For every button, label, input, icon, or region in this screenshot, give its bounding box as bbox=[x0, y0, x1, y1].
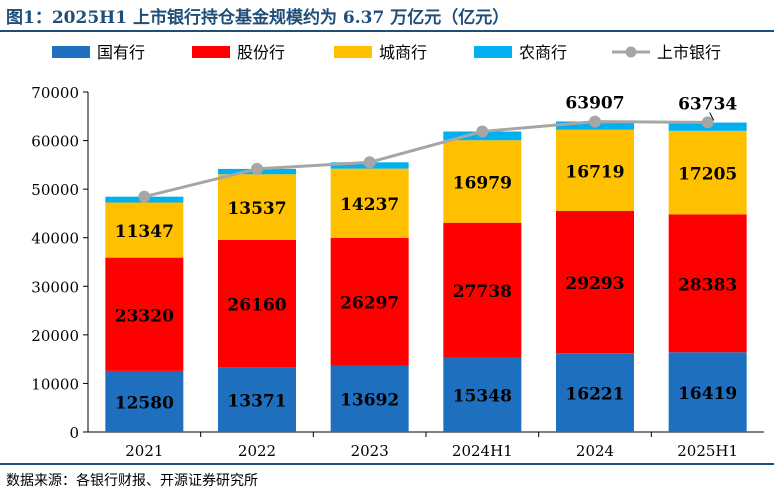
legend-swatch bbox=[334, 46, 372, 58]
bar-segment bbox=[218, 367, 296, 432]
data-label: 13371 bbox=[227, 392, 286, 412]
data-label: 16979 bbox=[453, 173, 512, 193]
data-label: 12580 bbox=[115, 393, 174, 413]
data-label: 14237 bbox=[340, 195, 399, 215]
bar-segment bbox=[105, 202, 184, 258]
data-label: 11347 bbox=[115, 222, 174, 242]
x-tick-label: 2024 bbox=[576, 442, 614, 460]
x-tick-label: 2021 bbox=[125, 442, 163, 460]
chart-legend: 国有行 股份行 城商行 农商行 上市银行 bbox=[52, 43, 721, 62]
total-line-point bbox=[589, 115, 601, 128]
x-tick-label: 2022 bbox=[238, 442, 276, 460]
y-tick-label: 40000 bbox=[31, 230, 79, 248]
chart-line: 63907 63734 bbox=[138, 94, 737, 203]
data-label: 16419 bbox=[678, 384, 737, 404]
data-label: 13692 bbox=[340, 391, 399, 411]
chart-bars: 12580 23320 11347 13371 26160 13537 13692 26297… bbox=[105, 121, 747, 432]
data-label: 17205 bbox=[678, 165, 737, 185]
title-divider bbox=[0, 30, 774, 32]
data-label: 16719 bbox=[565, 162, 624, 182]
y-tick-label: 50000 bbox=[31, 181, 79, 199]
bar-segment bbox=[218, 174, 296, 240]
bar-segment bbox=[668, 352, 747, 432]
data-label: 28383 bbox=[678, 275, 737, 295]
data-label: 23320 bbox=[115, 306, 174, 326]
bar-segment bbox=[668, 130, 747, 215]
data-label: 27738 bbox=[453, 282, 512, 302]
legend-label: 农商行 bbox=[519, 43, 567, 62]
y-tick-label: 30000 bbox=[31, 278, 79, 296]
total-line-point bbox=[476, 125, 489, 138]
data-label: 16221 bbox=[565, 385, 624, 405]
total-line-series bbox=[143, 120, 708, 199]
y-tick-label: 0 bbox=[69, 424, 79, 442]
data-label: 26160 bbox=[227, 296, 286, 316]
total-line-point bbox=[701, 116, 714, 129]
y-tick-label: 70000 bbox=[31, 84, 79, 102]
data-label: 15348 bbox=[453, 387, 512, 407]
bar-segment bbox=[330, 365, 409, 432]
bar-segment bbox=[443, 357, 522, 432]
source-note: 数据来源：各银行财报、开源证券研究所 bbox=[6, 473, 258, 489]
y-tick-label: 20000 bbox=[31, 327, 79, 345]
legend-label: 股份行 bbox=[237, 43, 285, 62]
bar-segment bbox=[443, 140, 522, 223]
total-line-point bbox=[363, 156, 376, 169]
bar-segment bbox=[330, 237, 409, 366]
chart-axes: 0 10000 20000 30000 40000 50000 60000 70000 2021… bbox=[31, 84, 764, 460]
legend-line-marker bbox=[625, 46, 637, 58]
legend-label: 国有行 bbox=[97, 43, 145, 62]
total-line-point bbox=[138, 190, 151, 203]
legend-swatch bbox=[192, 46, 230, 58]
data-label: 26297 bbox=[340, 294, 399, 314]
bar-segment bbox=[556, 210, 634, 354]
total-line-point bbox=[251, 162, 263, 175]
bar-segment bbox=[105, 257, 184, 371]
y-tick-label: 60000 bbox=[31, 133, 79, 151]
data-label: 29293 bbox=[565, 274, 624, 294]
legend-swatch bbox=[52, 46, 90, 58]
legend-label: 城商行 bbox=[379, 43, 427, 62]
data-label: 13537 bbox=[227, 199, 286, 219]
x-tick-label: 2023 bbox=[351, 442, 389, 460]
stacked-bar-chart: 国有行 股份行 城商行 农商行 上市银行 0 10000 20000 30000 40000 50… bbox=[31, 43, 764, 460]
total-line-label: 63734 bbox=[678, 94, 737, 114]
bar-segment bbox=[556, 353, 634, 432]
figure-title: 图1：2025H1 上市银行持仓基金规模约为 6.37 万亿元（亿元） bbox=[6, 8, 510, 28]
x-tick-label: 2025H1 bbox=[677, 442, 738, 460]
bar-segment bbox=[218, 239, 296, 368]
label-leader-line bbox=[709, 112, 715, 121]
bar-segment bbox=[668, 214, 747, 353]
bar-segment bbox=[330, 168, 409, 238]
bar-segment bbox=[443, 222, 522, 358]
legend-label: 上市银行 bbox=[657, 43, 721, 62]
x-tick-label: 2024H1 bbox=[452, 442, 513, 460]
y-tick-label: 10000 bbox=[31, 375, 79, 393]
source-divider bbox=[0, 463, 774, 465]
bar-segment bbox=[105, 370, 184, 432]
legend-swatch bbox=[474, 46, 512, 58]
total-line-label: 63907 bbox=[565, 94, 624, 114]
bar-segment bbox=[556, 129, 634, 211]
